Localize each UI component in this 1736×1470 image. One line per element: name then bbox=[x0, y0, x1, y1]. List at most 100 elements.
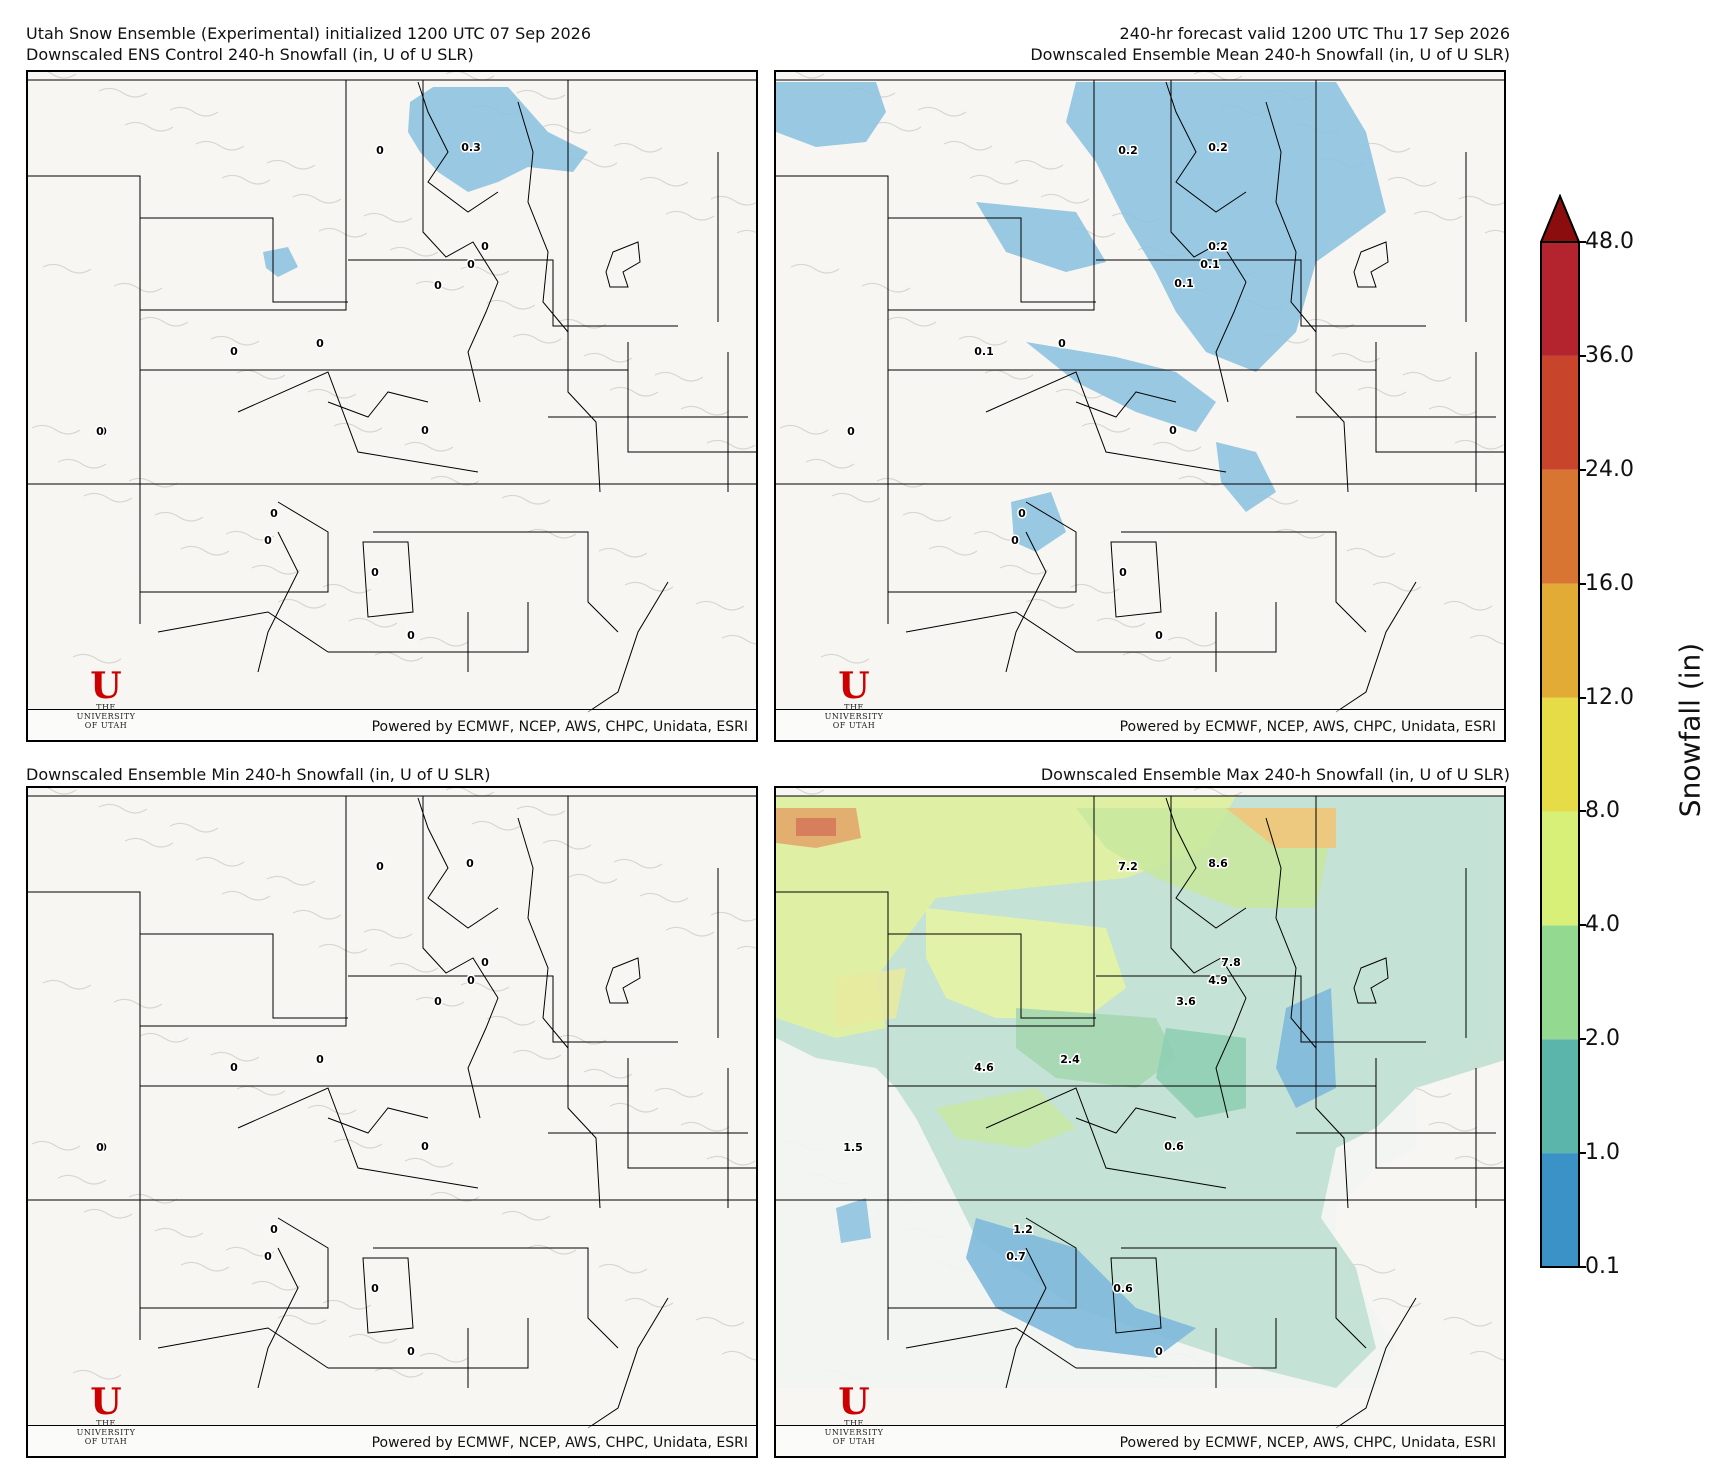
colorbar-tick-mark bbox=[1578, 696, 1586, 699]
boundary-line bbox=[1096, 975, 1426, 1043]
snowfall-area bbox=[836, 1198, 871, 1243]
snowfall-area bbox=[776, 82, 886, 147]
terrain-relief bbox=[374, 651, 424, 662]
boundary-line bbox=[1315, 80, 1349, 493]
colorbar-tick-mark bbox=[1578, 810, 1586, 813]
boundary-line bbox=[348, 975, 678, 1043]
boundary-line bbox=[888, 796, 1095, 1027]
terrain-relief bbox=[333, 1138, 383, 1149]
boundary-line bbox=[985, 371, 1227, 473]
terrain-relief bbox=[680, 405, 730, 416]
terrain-relief bbox=[139, 316, 189, 327]
terrain-relief bbox=[1484, 229, 1504, 234]
snowfall-point-label: 4.9 bbox=[1208, 974, 1228, 987]
terrain-relief bbox=[557, 318, 607, 329]
boundary-line bbox=[905, 611, 1077, 653]
title-mean: Downscaled Ensemble Mean 240-h Snowfall … bbox=[1030, 45, 1510, 64]
boundary-line bbox=[362, 1257, 414, 1334]
boundary-line bbox=[1315, 796, 1349, 1209]
map-mean: 0.2 0.2 0.2 0.1 0.1 0 0.1 0 0 0 0 0 0 bbox=[776, 72, 1504, 740]
terrain-relief bbox=[486, 1015, 536, 1026]
snowfall-point-label: 0 bbox=[96, 1141, 104, 1154]
snowfall-point-label: 0 bbox=[1058, 337, 1066, 350]
terrain-relief bbox=[1372, 1297, 1422, 1308]
terrain-relief bbox=[57, 458, 107, 469]
terrain-relief bbox=[404, 1157, 454, 1168]
map-panel-control: 0 0.3 0 0 0 0 0 0 0 0 0 0 0 0 Powered by ECMWF, NCEP,… bbox=[26, 70, 758, 742]
terrain-relief bbox=[31, 424, 81, 435]
snowfall-point-label: 0.7 bbox=[1006, 1250, 1026, 1263]
snowfall-point-label: 0 bbox=[99, 425, 107, 438]
terrain-relief bbox=[113, 282, 163, 293]
title-max: Downscaled Ensemble Max 240-h Snowfall (… bbox=[1040, 765, 1510, 784]
terrain-relief bbox=[721, 634, 756, 645]
boundary-line bbox=[1170, 796, 1247, 999]
terrain-relief bbox=[292, 193, 342, 204]
boundary-line bbox=[467, 281, 499, 403]
terrain-relief bbox=[876, 477, 926, 488]
title-min: Downscaled Ensemble Min 240-h Snowfall (… bbox=[26, 765, 491, 784]
snowfall-point-label: 0 bbox=[270, 1223, 278, 1236]
terrain-relief bbox=[1361, 142, 1411, 153]
snowfall-point-label: 0.6 bbox=[1113, 1282, 1133, 1295]
snowfall-point-label: 0 bbox=[1155, 629, 1163, 642]
credit-text: Powered by ECMWF, NCEP, AWS, CHPC, Unida… bbox=[1119, 1435, 1496, 1451]
terrain-relief bbox=[348, 1333, 398, 1344]
terrain-relief bbox=[154, 511, 204, 522]
terrain-relief bbox=[776, 72, 825, 79]
terrain-relief bbox=[613, 142, 663, 153]
terrain-relief bbox=[1331, 352, 1381, 363]
title-control: Downscaled ENS Control 240-h Snowfall (i… bbox=[26, 45, 474, 64]
snowfall-point-label: 0.1 bbox=[974, 345, 994, 358]
terrain-relief bbox=[776, 788, 825, 795]
university-logo: U THE UNIVERSITY OF UTAH bbox=[824, 1381, 884, 1446]
snowfall-point-label: 0 bbox=[264, 534, 272, 547]
terrain-relief bbox=[1469, 1350, 1504, 1361]
terrain-relief bbox=[1413, 210, 1463, 221]
terrain-relief bbox=[124, 121, 174, 132]
terrain-relief bbox=[98, 87, 148, 98]
boundary-line bbox=[327, 1107, 429, 1134]
terrain-relief bbox=[1428, 405, 1478, 416]
snowfall-point-label: 0 bbox=[467, 974, 475, 987]
terrain-relief bbox=[225, 530, 275, 541]
colorbar-tick-mark bbox=[1578, 1266, 1586, 1268]
terrain-relief bbox=[1070, 583, 1120, 594]
boundary-line bbox=[157, 1327, 329, 1369]
terrain-relief bbox=[1357, 386, 1407, 397]
snowfall-point-label: 3.6 bbox=[1176, 995, 1196, 1008]
colorbar-tick-mark bbox=[1578, 354, 1586, 357]
colorbar-extend-arrow bbox=[1540, 194, 1580, 243]
boundary-line bbox=[28, 175, 141, 624]
terrain-relief bbox=[557, 1034, 607, 1045]
snowfall-point-label: 0.2 bbox=[1118, 144, 1138, 157]
snowfall-point-label: 0 bbox=[421, 424, 429, 437]
terrain-relief bbox=[221, 890, 271, 901]
boundary-line bbox=[327, 391, 429, 418]
boundary-line bbox=[1265, 101, 1317, 333]
snowfall-point-label: 0.6 bbox=[1164, 1140, 1184, 1153]
terrain-relief bbox=[568, 873, 618, 884]
terrain-relief bbox=[1387, 176, 1437, 187]
boundary-line bbox=[1353, 241, 1389, 288]
snowfall-point-label: 0 bbox=[481, 956, 489, 969]
colorbar-label: Snowfall (in) bbox=[1673, 642, 1707, 818]
boundary-line bbox=[985, 1087, 1227, 1189]
colorbar-tick-mark bbox=[1578, 1152, 1586, 1155]
terrain-relief bbox=[221, 174, 271, 185]
snowfall-point-label: 0 bbox=[1119, 566, 1127, 579]
boundary-line bbox=[1076, 1318, 1277, 1369]
snowfall-point-label: 0 bbox=[376, 144, 384, 157]
snowfall-point-label: 0 bbox=[1169, 424, 1177, 437]
terrain-relief bbox=[83, 1208, 133, 1219]
snowfall-point-label: 0 bbox=[316, 337, 324, 350]
boundary-line bbox=[776, 891, 889, 1340]
terrain-relief bbox=[598, 547, 648, 558]
boundary-line bbox=[605, 241, 641, 288]
map-panel-mean: 0.2 0.2 0.2 0.1 0.1 0 0.1 0 0 0 0 0 0 Powered by ECM… bbox=[774, 70, 1506, 742]
colorbar-tick-label: 1.0 bbox=[1585, 1140, 1620, 1166]
terrain-relief bbox=[1055, 388, 1105, 399]
boundary-line bbox=[1375, 342, 1504, 453]
